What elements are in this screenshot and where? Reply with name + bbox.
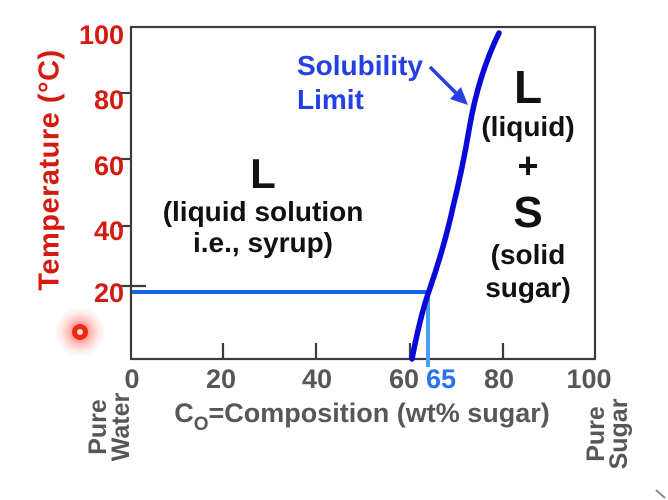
x-tick-label-20: 20 [205,364,237,394]
laser-pointer-dot [72,324,88,340]
y-tick-label-20: 20 [93,278,124,308]
y-tick-label-80: 80 [93,85,124,115]
pure-sugar-line2: Sugar [605,398,633,470]
pure-water-label: Pure Water [84,392,135,462]
pen-mark [655,489,666,499]
y-tick-label-60: 60 [93,151,124,181]
region-left-phase: L [250,150,276,197]
y-axis-title: Temperature (°C) [33,49,66,291]
region-right-desc-solid: (solid [490,239,566,270]
region-right-phase-S: S [513,188,543,237]
region-right-plus: + [517,145,539,186]
x-tick-label-0: 0 [124,364,140,394]
region-left-desc1: (liquid solution [162,196,364,227]
region-left-desc2: i.e., syrup) [192,227,334,258]
x-axis-title-rest: =Composition (wt% sugar) [208,398,550,428]
y-tick-label-100: 100 [78,20,124,50]
solubility-limit-curve [409,30,502,362]
region-label-liquid-plus-solid: L (liquid) + S (solid sugar) [462,64,594,304]
x-tick-label-60: 60 [388,364,420,394]
plot-border [129,25,597,361]
x-tick-label-100: 100 [566,364,612,394]
region-right-desc-sugar: sugar) [485,272,571,303]
solubility-limit-line2: Limit [297,84,364,115]
x-tick-label-65: 65 [425,364,457,394]
solubility-limit-callout: Solubility Limit [297,49,423,117]
region-right-phase-L: L [513,61,543,113]
y-axis-ticks [118,91,146,288]
solubility-limit-line1: Solubility [297,50,423,81]
x-tick-label-40: 40 [301,364,333,394]
x-axis-ticks [221,343,505,358]
pure-water-line2: Water [107,392,135,462]
region-right-desc-liquid: (liquid) [481,111,575,142]
solubility-arrow [428,65,468,105]
pure-sugar-label: Pure Sugar [582,398,633,470]
x-axis-symbol-subscript: O [193,414,209,436]
x-axis-title: CO=Composition (wt% sugar) [160,398,564,434]
y-tick-label-40: 40 [93,216,124,246]
x-axis-symbol: C [174,398,194,428]
region-label-liquid: L (liquid solution i.e., syrup) [147,150,379,259]
x-tick-label-80: 80 [483,364,515,394]
